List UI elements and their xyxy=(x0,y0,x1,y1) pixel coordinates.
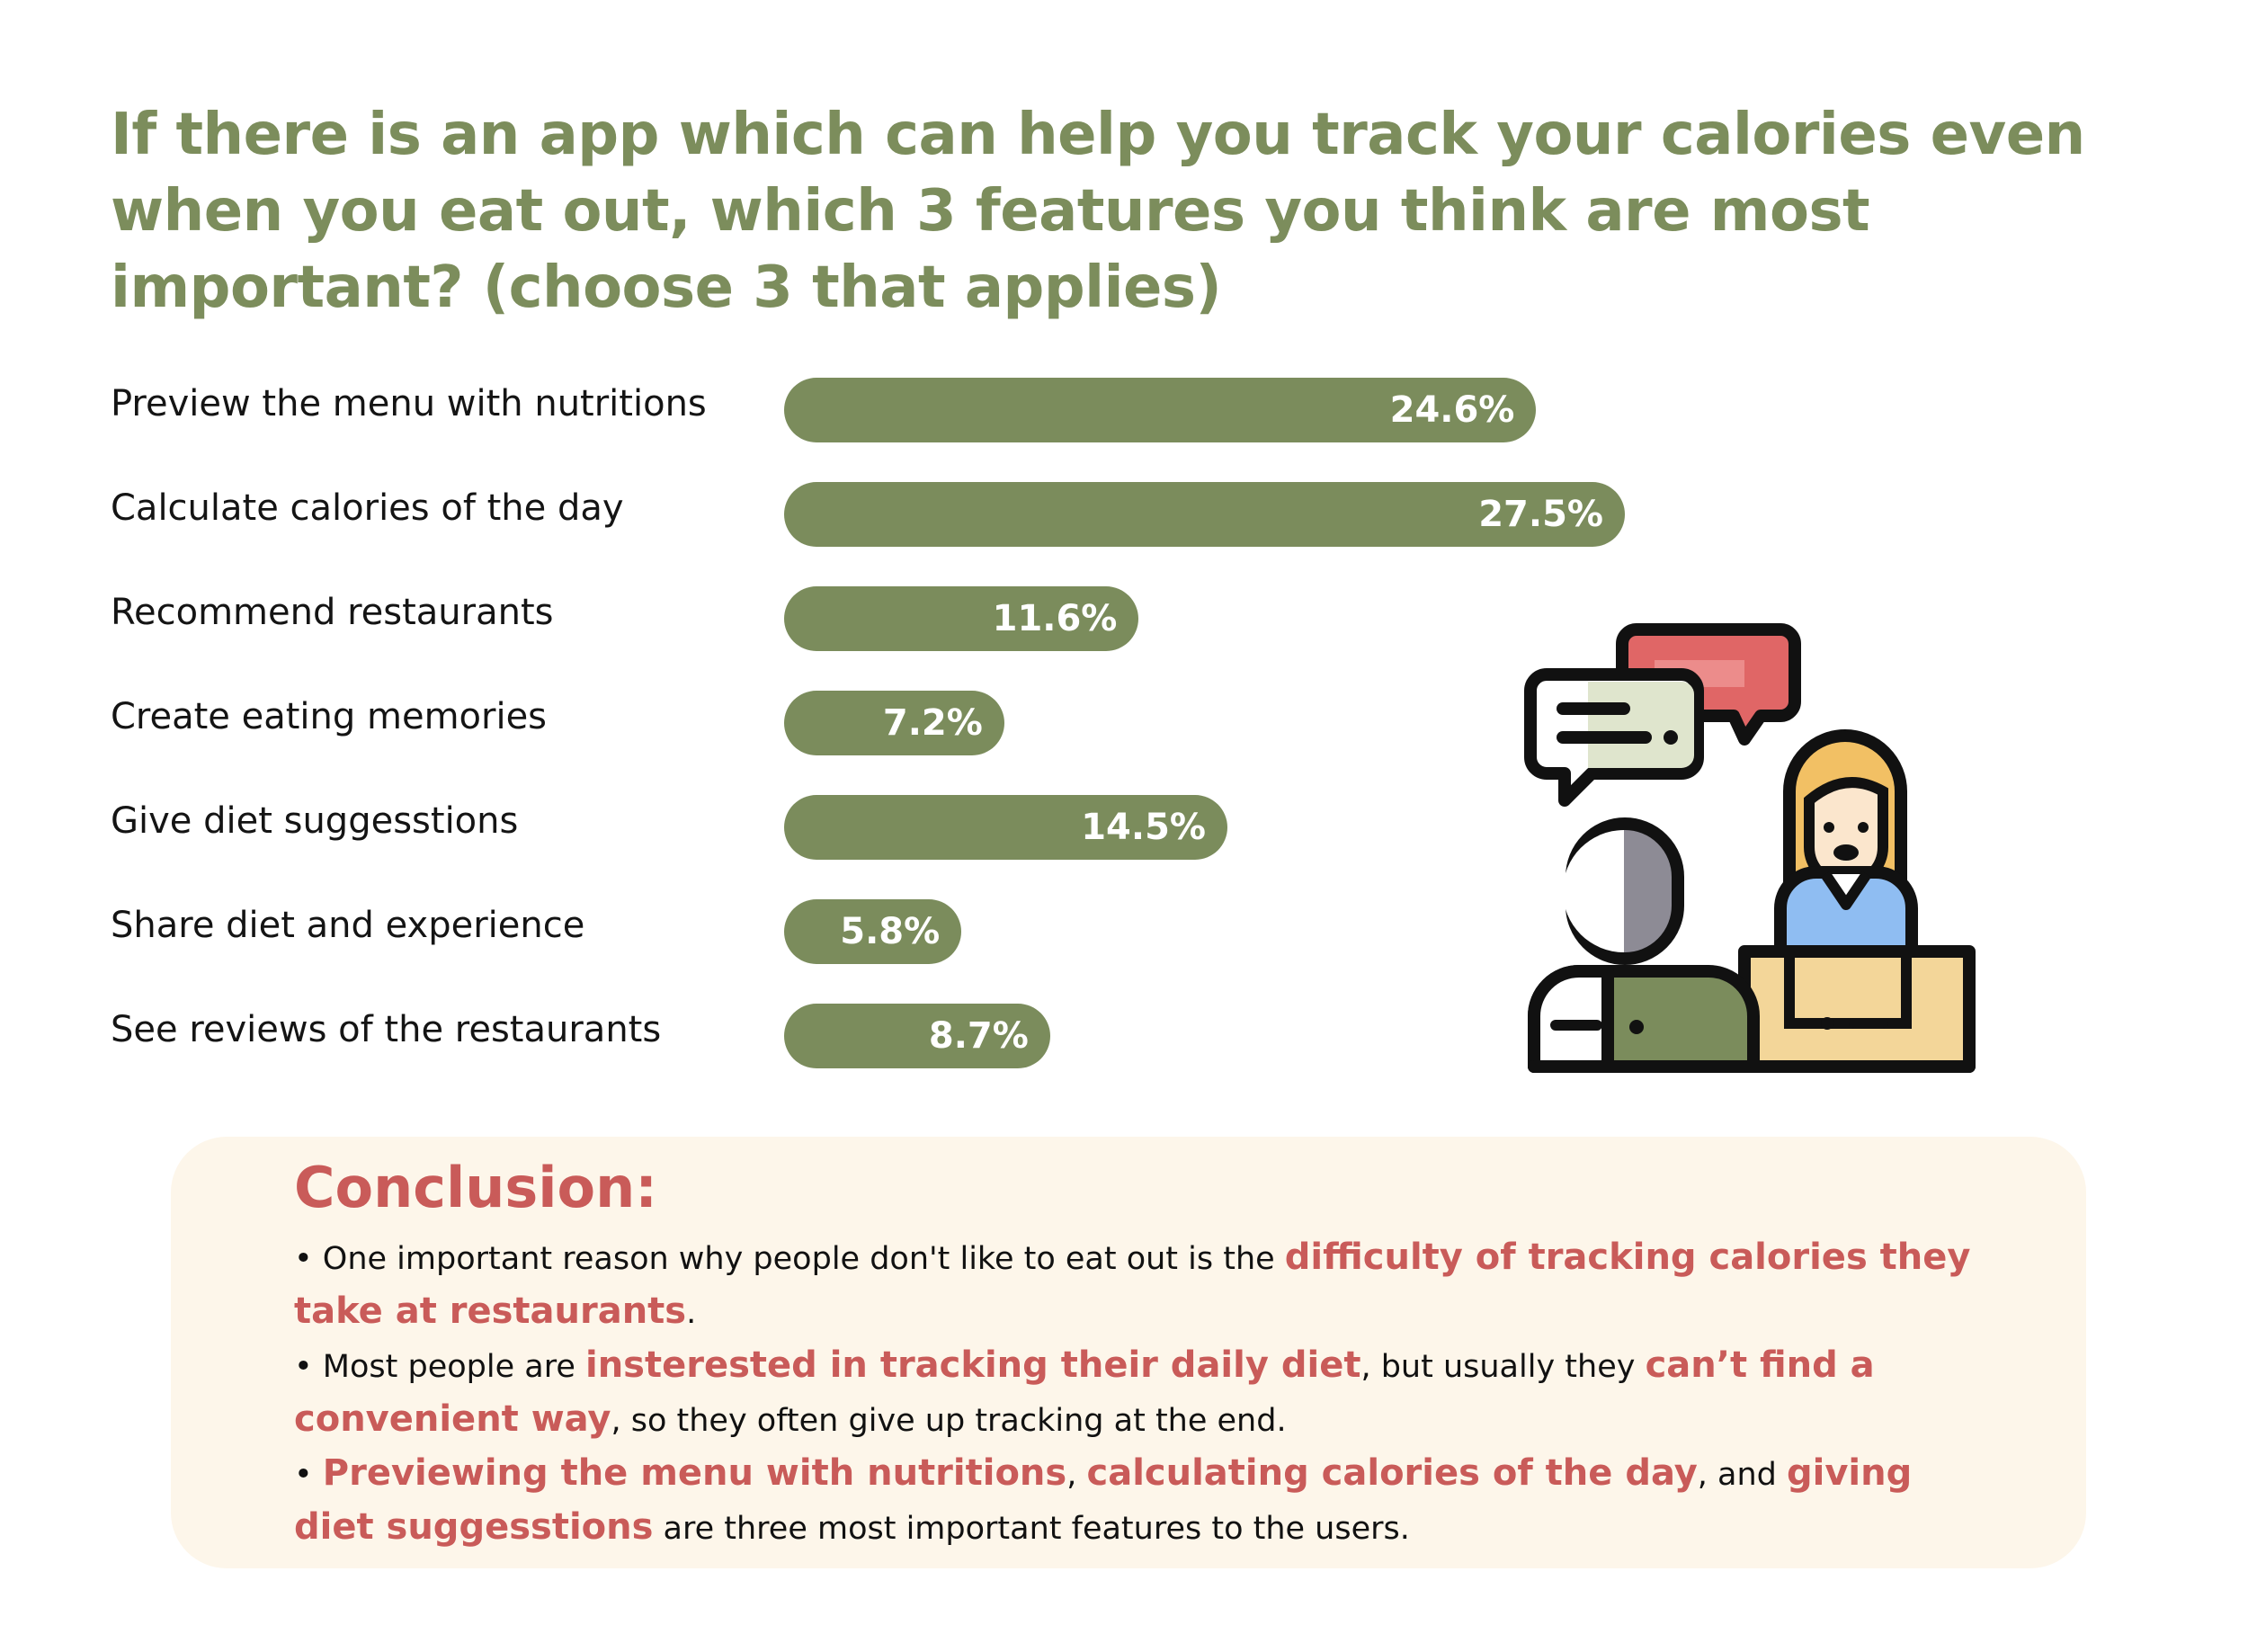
bullet: • xyxy=(294,1349,313,1385)
bar-value-label: 7.2% xyxy=(882,702,983,744)
bar-value-label: 11.6% xyxy=(992,598,1118,639)
category-label: Preview the menu with nutritions xyxy=(111,383,707,424)
conclusion-text: Most people are xyxy=(322,1349,585,1385)
conclusion-text: , so they often give up tracking at the … xyxy=(611,1403,1287,1439)
bullet: • xyxy=(294,1457,313,1493)
bar: 7.2% xyxy=(784,691,1004,755)
category-label: Recommend restaurants xyxy=(111,592,554,633)
category-label: See reviews of the restaurants xyxy=(111,1009,662,1050)
bar: 14.5% xyxy=(784,795,1227,860)
category-label: Calculate calories of the day xyxy=(111,487,624,529)
bar-value-label: 27.5% xyxy=(1478,494,1603,535)
bar: 5.8% xyxy=(784,899,962,964)
bar-value-label: 8.7% xyxy=(928,1015,1029,1057)
bar-value-label: 24.6% xyxy=(1389,389,1515,431)
conclusion-panel: Conclusion: • One important reason why p… xyxy=(171,1137,2086,1568)
bar: 24.6% xyxy=(784,378,1537,442)
bar-chart: Preview the menu with nutritions 24.6% Cal… xyxy=(111,378,1625,1068)
conclusion-text: , xyxy=(1066,1457,1087,1493)
conclusion-text: . xyxy=(686,1295,697,1331)
conclusion-text: , and xyxy=(1697,1457,1788,1493)
conclusion-highlight: can’t find a convenient way xyxy=(294,1344,1875,1440)
conclusion-text: are three most important features to the… xyxy=(653,1511,1410,1547)
conclusion-point-2: • Most people are insterested in trackin… xyxy=(294,1339,2003,1447)
bar-value-label: 14.5% xyxy=(1081,807,1206,848)
bar: 8.7% xyxy=(784,1004,1050,1068)
bullet: • xyxy=(294,1241,313,1277)
page-title: If there is an app which can help you tr… xyxy=(111,102,2085,321)
conclusion-point-1: • One important reason why people don't … xyxy=(294,1231,2003,1339)
conclusion-body: • One important reason why people don't … xyxy=(294,1231,2003,1555)
conclusion-heading: Conclusion: xyxy=(294,1155,658,1220)
conclusion-highlight: insterested in tracking their daily diet xyxy=(584,1344,1361,1386)
conclusion-highlight: difficulty of tracking calories they tak… xyxy=(294,1237,1971,1332)
conclusion-text: One important reason why people don't li… xyxy=(322,1241,1285,1277)
bar-value-label: 5.8% xyxy=(840,911,941,952)
category-label: Give diet suggesstions xyxy=(111,800,519,842)
conclusion-highlight: giving diet suggesstions xyxy=(294,1452,1913,1548)
conclusion-text: , but usually they xyxy=(1360,1349,1646,1385)
conclusion-highlight: calculating calories of the day xyxy=(1086,1452,1698,1494)
category-label: Share diet and experience xyxy=(111,905,585,946)
bar: 27.5% xyxy=(784,482,1625,547)
bar: 11.6% xyxy=(784,586,1139,651)
conclusion-point-3: • Previewing the menu with nutritions, c… xyxy=(294,1447,2003,1555)
conclusion-highlight: Previewing the menu with nutritions xyxy=(322,1452,1067,1494)
category-label: Create eating memories xyxy=(111,696,548,737)
conversation-people-icon xyxy=(1524,623,1976,1073)
